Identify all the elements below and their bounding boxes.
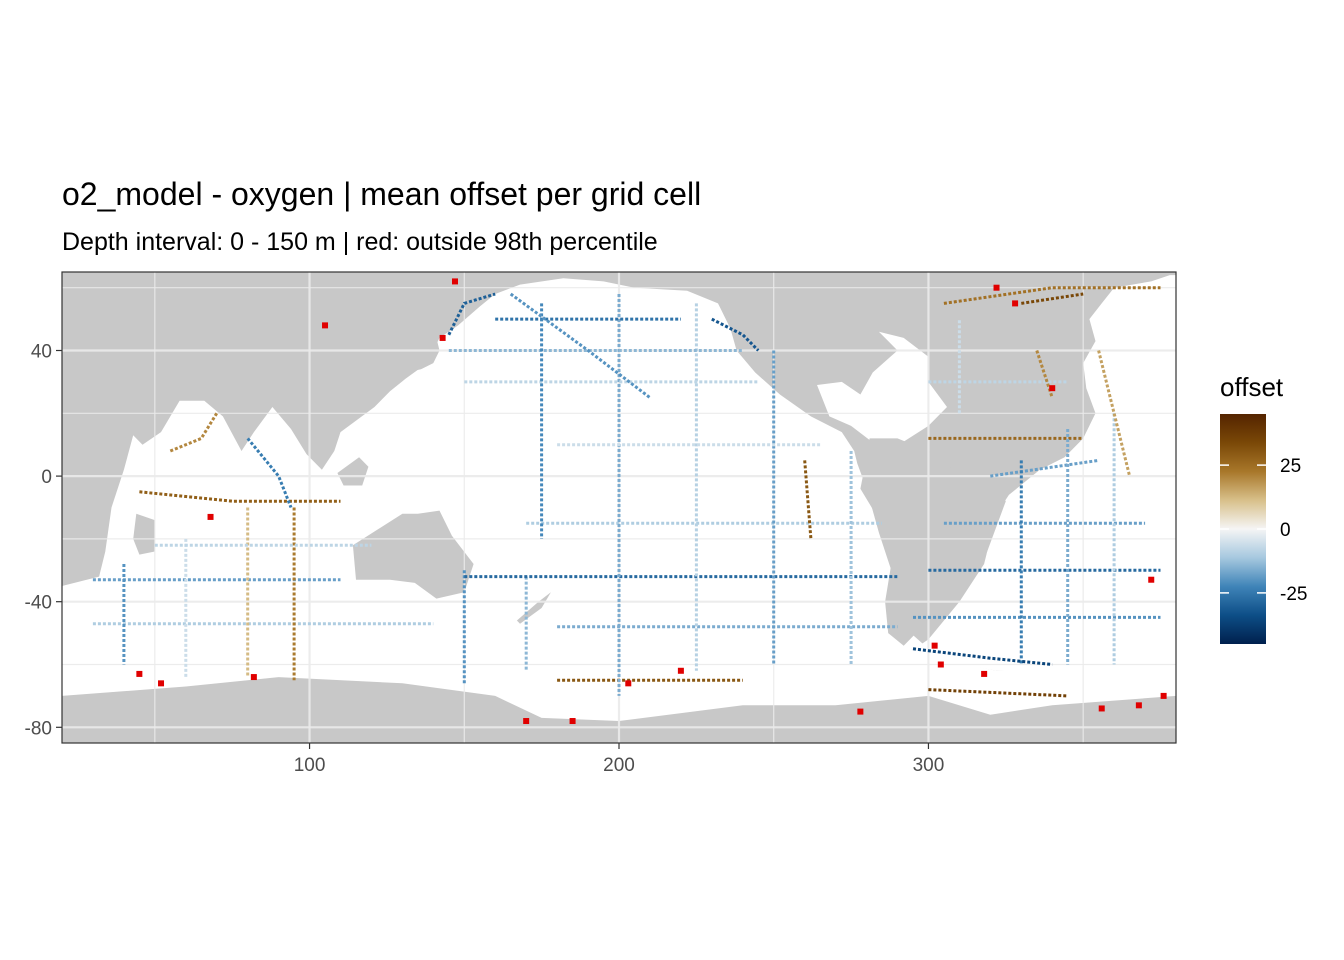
outlier-cell [158, 680, 165, 687]
japan-land [405, 337, 440, 373]
track-segment [943, 286, 1161, 305]
outlier-cell [523, 718, 530, 725]
outlier-cell [1012, 300, 1019, 307]
colorbar-tick-label: 25 [1280, 456, 1301, 477]
outlier-cell [677, 667, 684, 674]
track-segment [246, 437, 293, 509]
colorbar-tick-label: 0 [1280, 520, 1291, 541]
outlier-cell [207, 513, 214, 520]
x-tick-label: 200 [603, 755, 635, 776]
chart-subtitle: Depth interval: 0 - 150 m | red: outside… [62, 228, 658, 256]
x-tick-label: 300 [913, 755, 945, 776]
outlier-cell [322, 322, 329, 329]
track-segment [711, 317, 760, 352]
outlier-cell [981, 670, 988, 677]
outlier-cell [1098, 705, 1105, 712]
outlier-cell [931, 642, 938, 649]
y-tick-label: -80 [25, 718, 52, 739]
australia-land [352, 510, 474, 599]
outlier-cell [451, 278, 458, 285]
outlier-cell [136, 670, 143, 677]
outlier-cell [1135, 702, 1142, 709]
observation-tracks [92, 286, 1161, 698]
madagascar-land [133, 513, 155, 555]
y-axis: 40 0 -40 -80 [25, 342, 62, 739]
outlier-cell [250, 674, 257, 681]
track-segment [139, 490, 341, 503]
outlier-cell [1049, 385, 1056, 392]
chart-title: o2_model - oxygen | mean offset per grid… [62, 176, 701, 212]
track-segment [1097, 350, 1132, 477]
outlier-cell [1160, 692, 1167, 699]
track-segment [509, 292, 651, 399]
colorbar-ticks: 25 0 -25 [1220, 456, 1307, 605]
y-tick-label: 0 [41, 467, 52, 488]
legend-title: offset [1220, 372, 1284, 402]
legend: offset 25 0 -25 [1220, 372, 1307, 644]
y-tick-label: -40 [25, 593, 52, 614]
map-panel [61, 271, 1177, 744]
track-segment [990, 458, 1099, 478]
y-tick-label: 40 [31, 342, 52, 363]
outlier-cell [993, 284, 1000, 291]
outlier-cell [625, 680, 632, 687]
track-segment [169, 412, 218, 453]
new-zealand-land [516, 592, 551, 624]
track-segment [803, 460, 813, 540]
x-tick-label: 100 [294, 755, 326, 776]
track-segment [1021, 292, 1084, 305]
atlantic-ocean [891, 275, 1176, 671]
track-segment [912, 647, 1053, 666]
outlier-cells [136, 278, 1167, 725]
track-segment [447, 292, 496, 336]
outlier-cell [937, 661, 944, 668]
south-america-land [860, 438, 1006, 646]
track-segment [928, 688, 1068, 698]
north-atlantic-west [817, 331, 947, 445]
outlier-cell [439, 334, 446, 341]
x-axis: 100 200 300 [294, 743, 945, 776]
outlier-cell [857, 708, 864, 715]
colorbar-tick-label: -25 [1280, 584, 1307, 605]
outlier-cell [1148, 576, 1155, 583]
borneo-land [337, 457, 369, 486]
outlier-cell [569, 718, 576, 725]
